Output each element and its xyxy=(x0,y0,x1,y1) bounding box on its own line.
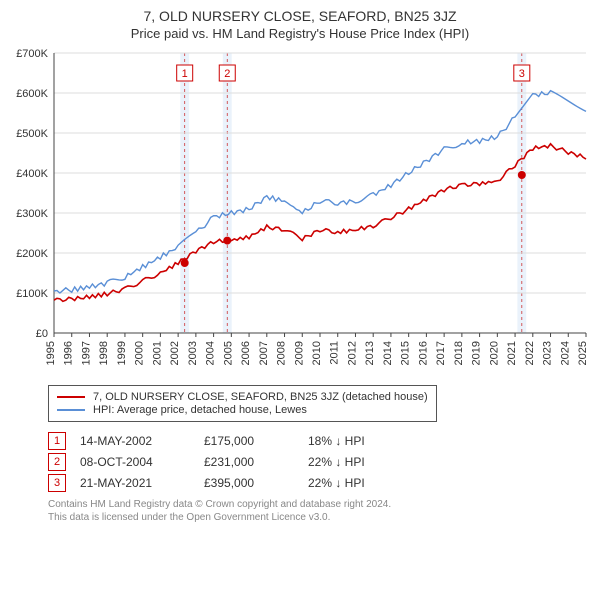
svg-text:2000: 2000 xyxy=(134,341,146,365)
svg-text:1998: 1998 xyxy=(98,341,110,365)
transaction-delta: 22% ↓ HPI xyxy=(308,476,408,490)
svg-text:2011: 2011 xyxy=(329,341,341,365)
transaction-delta: 18% ↓ HPI xyxy=(308,434,408,448)
svg-text:1: 1 xyxy=(182,68,188,80)
svg-text:2005: 2005 xyxy=(222,341,234,365)
svg-text:2013: 2013 xyxy=(364,341,376,365)
svg-text:£200K: £200K xyxy=(16,248,48,260)
svg-text:£400K: £400K xyxy=(16,168,48,180)
transaction-price: £231,000 xyxy=(204,455,294,469)
footer-line-2: This data is licensed under the Open Gov… xyxy=(48,511,592,524)
svg-text:2024: 2024 xyxy=(559,341,571,365)
footer-attribution: Contains HM Land Registry data © Crown c… xyxy=(48,498,592,524)
svg-text:2008: 2008 xyxy=(276,341,288,365)
svg-text:2023: 2023 xyxy=(542,341,554,365)
svg-text:2002: 2002 xyxy=(169,341,181,365)
transaction-badge: 1 xyxy=(48,432,66,450)
svg-text:3: 3 xyxy=(519,68,525,80)
svg-text:2009: 2009 xyxy=(293,341,305,365)
svg-text:2003: 2003 xyxy=(187,341,199,365)
svg-text:2016: 2016 xyxy=(417,341,429,365)
transaction-date: 14-MAY-2002 xyxy=(80,434,190,448)
line-chart: £0 £100K £200K £300K £400K £500K £600K £700K 199… xyxy=(8,47,592,377)
svg-text:£100K: £100K xyxy=(16,288,48,300)
transaction-row: 3 21-MAY-2021 £395,000 22% ↓ HPI xyxy=(48,474,592,492)
svg-text:£0: £0 xyxy=(36,328,48,340)
chart-title: 7, OLD NURSERY CLOSE, SEAFORD, BN25 3JZ xyxy=(8,8,592,24)
transaction-date: 21-MAY-2021 xyxy=(80,476,190,490)
svg-text:2001: 2001 xyxy=(151,341,163,365)
transaction-row: 2 08-OCT-2004 £231,000 22% ↓ HPI xyxy=(48,453,592,471)
legend-label: 7, OLD NURSERY CLOSE, SEAFORD, BN25 3JZ … xyxy=(93,391,428,403)
svg-text:2010: 2010 xyxy=(311,341,323,365)
legend-swatch xyxy=(57,396,85,398)
svg-text:2017: 2017 xyxy=(435,341,447,365)
svg-text:2025: 2025 xyxy=(577,341,589,365)
transaction-row: 1 14-MAY-2002 £175,000 18% ↓ HPI xyxy=(48,432,592,450)
svg-text:1995: 1995 xyxy=(45,341,57,365)
svg-text:2004: 2004 xyxy=(205,341,217,365)
transaction-badge: 3 xyxy=(48,474,66,492)
transaction-date: 08-OCT-2004 xyxy=(80,455,190,469)
transaction-badge: 2 xyxy=(48,453,66,471)
legend-row: 7, OLD NURSERY CLOSE, SEAFORD, BN25 3JZ … xyxy=(57,391,428,403)
svg-text:2: 2 xyxy=(224,68,230,80)
chart-subtitle: Price paid vs. HM Land Registry's House … xyxy=(8,26,592,41)
svg-text:1996: 1996 xyxy=(63,341,75,365)
svg-text:£600K: £600K xyxy=(16,88,48,100)
chart-container: 7, OLD NURSERY CLOSE, SEAFORD, BN25 3JZ … xyxy=(0,0,600,534)
legend-swatch xyxy=(57,409,85,411)
svg-text:2015: 2015 xyxy=(400,341,412,365)
svg-text:2021: 2021 xyxy=(506,341,518,365)
svg-text:£500K: £500K xyxy=(16,128,48,140)
svg-text:2018: 2018 xyxy=(453,341,465,365)
legend-label: HPI: Average price, detached house, Lewe… xyxy=(93,404,307,416)
transactions-table: 1 14-MAY-2002 £175,000 18% ↓ HPI 2 08-OCT-200… xyxy=(48,432,592,492)
svg-text:£300K: £300K xyxy=(16,208,48,220)
svg-text:2006: 2006 xyxy=(240,341,252,365)
legend: 7, OLD NURSERY CLOSE, SEAFORD, BN25 3JZ … xyxy=(48,385,437,422)
svg-text:2012: 2012 xyxy=(346,341,358,365)
transaction-price: £395,000 xyxy=(204,476,294,490)
svg-text:2020: 2020 xyxy=(488,341,500,365)
transaction-price: £175,000 xyxy=(204,434,294,448)
footer-line-1: Contains HM Land Registry data © Crown c… xyxy=(48,498,592,511)
svg-text:2014: 2014 xyxy=(382,341,394,365)
transaction-delta: 22% ↓ HPI xyxy=(308,455,408,469)
svg-text:2019: 2019 xyxy=(471,341,483,365)
legend-row: HPI: Average price, detached house, Lewe… xyxy=(57,404,428,416)
svg-text:2007: 2007 xyxy=(258,341,270,365)
svg-text:1999: 1999 xyxy=(116,341,128,365)
svg-text:1997: 1997 xyxy=(80,341,92,365)
svg-text:£700K: £700K xyxy=(16,48,48,60)
svg-text:2022: 2022 xyxy=(524,341,536,365)
